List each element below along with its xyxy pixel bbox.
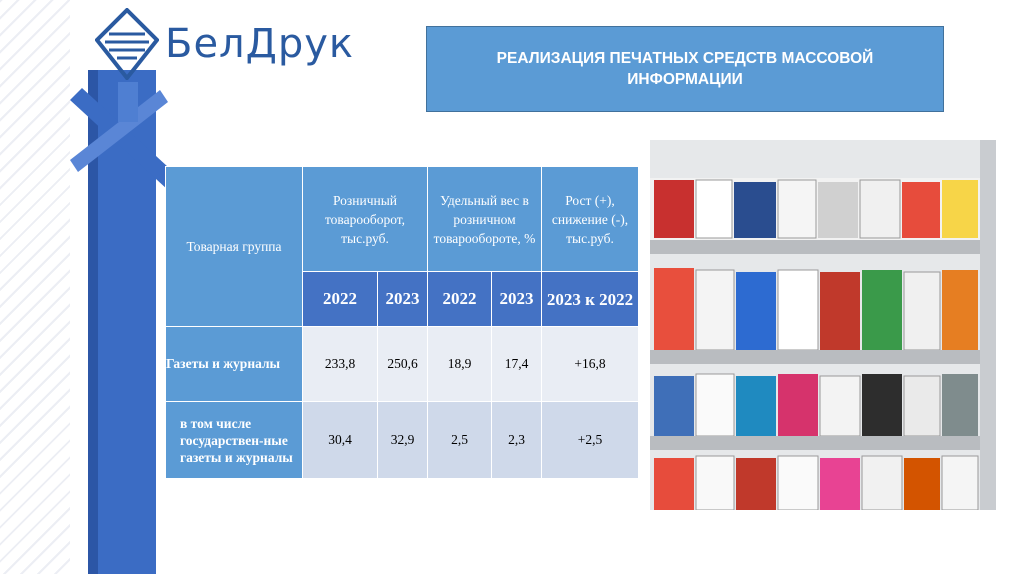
year-cell: 2022 xyxy=(302,271,378,327)
logo-mark-icon xyxy=(95,8,159,80)
row-label: в том числе государствен-ные газеты и жу… xyxy=(165,401,303,479)
growth-period-cell: 2023 к 2022 xyxy=(541,271,639,327)
brand-pillar-graphic xyxy=(70,70,180,574)
newspaper-rack-photo xyxy=(650,140,996,510)
value-cell: 2,5 xyxy=(427,401,492,479)
header-growth: Рост (+), снижение (-), тыс.руб. xyxy=(541,166,639,272)
brand-logo: БелДрук xyxy=(95,8,354,80)
value-cell: 18,9 xyxy=(427,326,492,402)
logo-text: БелДрук xyxy=(165,21,355,67)
value-cell: 250,6 xyxy=(377,326,428,402)
sales-table: Товарная группа Розничный товарооборот, … xyxy=(165,166,639,479)
value-cell: 17,4 xyxy=(491,326,542,402)
year-cell: 2023 xyxy=(377,271,428,327)
table-row: в том числе государствен-ные газеты и жу… xyxy=(165,401,639,479)
value-cell: +16,8 xyxy=(541,326,639,402)
slide-title-box: РЕАЛИЗАЦИЯ ПЕЧАТНЫХ СРЕДСТВ МАССОВОЙ ИНФ… xyxy=(426,26,944,112)
row-label: Газеты и журналы xyxy=(165,326,303,402)
value-cell: +2,5 xyxy=(541,401,639,479)
table-header-row: Товарная группа Розничный товарооборот, … xyxy=(165,166,639,327)
background-pattern xyxy=(0,0,70,574)
year-cell: 2023 xyxy=(491,271,542,327)
value-cell: 2,3 xyxy=(491,401,542,479)
value-cell: 32,9 xyxy=(377,401,428,479)
header-group: Товарная группа xyxy=(165,166,303,327)
header-retail: Розничный товарооборот, тыс.руб. xyxy=(302,166,428,272)
value-cell: 30,4 xyxy=(302,401,378,479)
table-years-row: 2022 2023 2022 2023 2023 к 2022 xyxy=(166,271,639,327)
value-cell: 233,8 xyxy=(302,326,378,402)
year-cell: 2022 xyxy=(427,271,492,327)
slide-title: РЕАЛИЗАЦИЯ ПЕЧАТНЫХ СРЕДСТВ МАССОВОЙ ИНФ… xyxy=(496,50,874,88)
table-row: Газеты и журналы 233,8 250,6 18,9 17,4 +… xyxy=(165,326,639,402)
header-share: Удельный вес в розничном товарообороте, … xyxy=(427,166,542,272)
